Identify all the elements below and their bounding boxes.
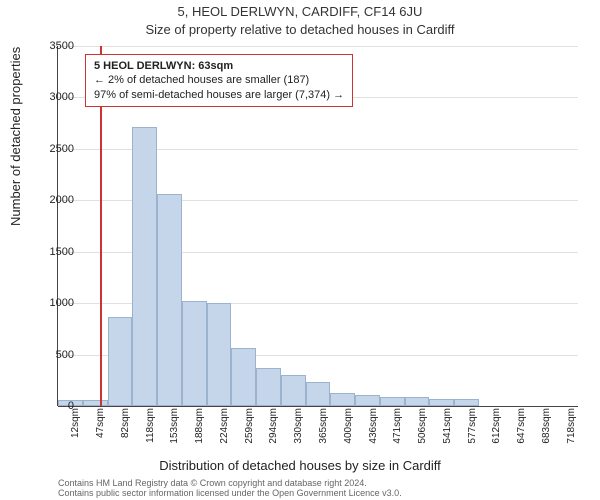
attribution-text: Contains HM Land Registry data © Crown c…: [58, 478, 402, 498]
x-tick: 400sqm: [343, 408, 354, 456]
x-tick: 82sqm: [120, 408, 131, 456]
y-tick: 3500: [50, 40, 74, 52]
y-tick: 1000: [50, 297, 74, 309]
x-tick: 153sqm: [169, 408, 180, 456]
x-tick: 47sqm: [95, 408, 106, 456]
y-tick: 1500: [50, 246, 74, 258]
x-tick: 436sqm: [368, 408, 379, 456]
x-tick: 647sqm: [516, 408, 527, 456]
info-box-title: 5 HEOL DERLWYN: 63sqm: [94, 59, 344, 73]
x-tick: 259sqm: [244, 408, 255, 456]
y-tick: 2000: [50, 194, 74, 206]
x-tick: 683sqm: [541, 408, 552, 456]
info-box-line2: 97% of semi-detached houses are larger (…: [94, 88, 344, 102]
y-tick: 3000: [50, 91, 74, 103]
histogram-bar: [207, 303, 232, 406]
x-tick: 365sqm: [318, 408, 329, 456]
y-tick: 2500: [50, 143, 74, 155]
histogram-bar: [306, 382, 331, 406]
histogram-bar: [231, 348, 256, 406]
x-tick: 612sqm: [491, 408, 502, 456]
y-axis-label: Number of detached properties: [8, 47, 23, 226]
x-axis-label: Distribution of detached houses by size …: [0, 458, 600, 473]
histogram-bar: [157, 194, 182, 406]
attribution-line2: Contains public sector information licen…: [58, 488, 402, 498]
histogram-bar: [281, 375, 306, 406]
chart-subtitle: Size of property relative to detached ho…: [0, 22, 600, 37]
histogram-bar: [429, 399, 454, 406]
chart-title-address: 5, HEOL DERLWYN, CARDIFF, CF14 6JU: [0, 4, 600, 19]
histogram-bar: [132, 127, 157, 406]
attribution-line1: Contains HM Land Registry data © Crown c…: [58, 478, 402, 488]
info-box-line1: ← 2% of detached houses are smaller (187…: [94, 73, 344, 87]
histogram-bar: [182, 301, 207, 406]
x-tick: 577sqm: [467, 408, 478, 456]
histogram-bar: [256, 368, 281, 406]
x-axis-line: [58, 406, 578, 407]
x-tick: 224sqm: [219, 408, 230, 456]
x-tick: 506sqm: [417, 408, 428, 456]
x-tick: 718sqm: [566, 408, 577, 456]
y-tick: 500: [56, 349, 74, 361]
x-tick: 541sqm: [442, 408, 453, 456]
x-tick: 330sqm: [293, 408, 304, 456]
histogram-bar: [330, 393, 355, 406]
histogram-bar: [355, 395, 380, 406]
histogram-bar: [405, 397, 430, 406]
x-tick: 188sqm: [194, 408, 205, 456]
chart-container: { "header": { "address": "5, HEOL DERLWY…: [0, 0, 600, 500]
property-info-box: 5 HEOL DERLWYN: 63sqm ← 2% of detached h…: [85, 54, 353, 107]
x-tick: 118sqm: [145, 408, 156, 456]
x-tick: 12sqm: [70, 408, 81, 456]
x-tick: 471sqm: [392, 408, 403, 456]
x-tick: 294sqm: [268, 408, 279, 456]
histogram-bar: [108, 317, 133, 406]
histogram-bar: [454, 399, 479, 406]
histogram-bar: [380, 397, 405, 406]
